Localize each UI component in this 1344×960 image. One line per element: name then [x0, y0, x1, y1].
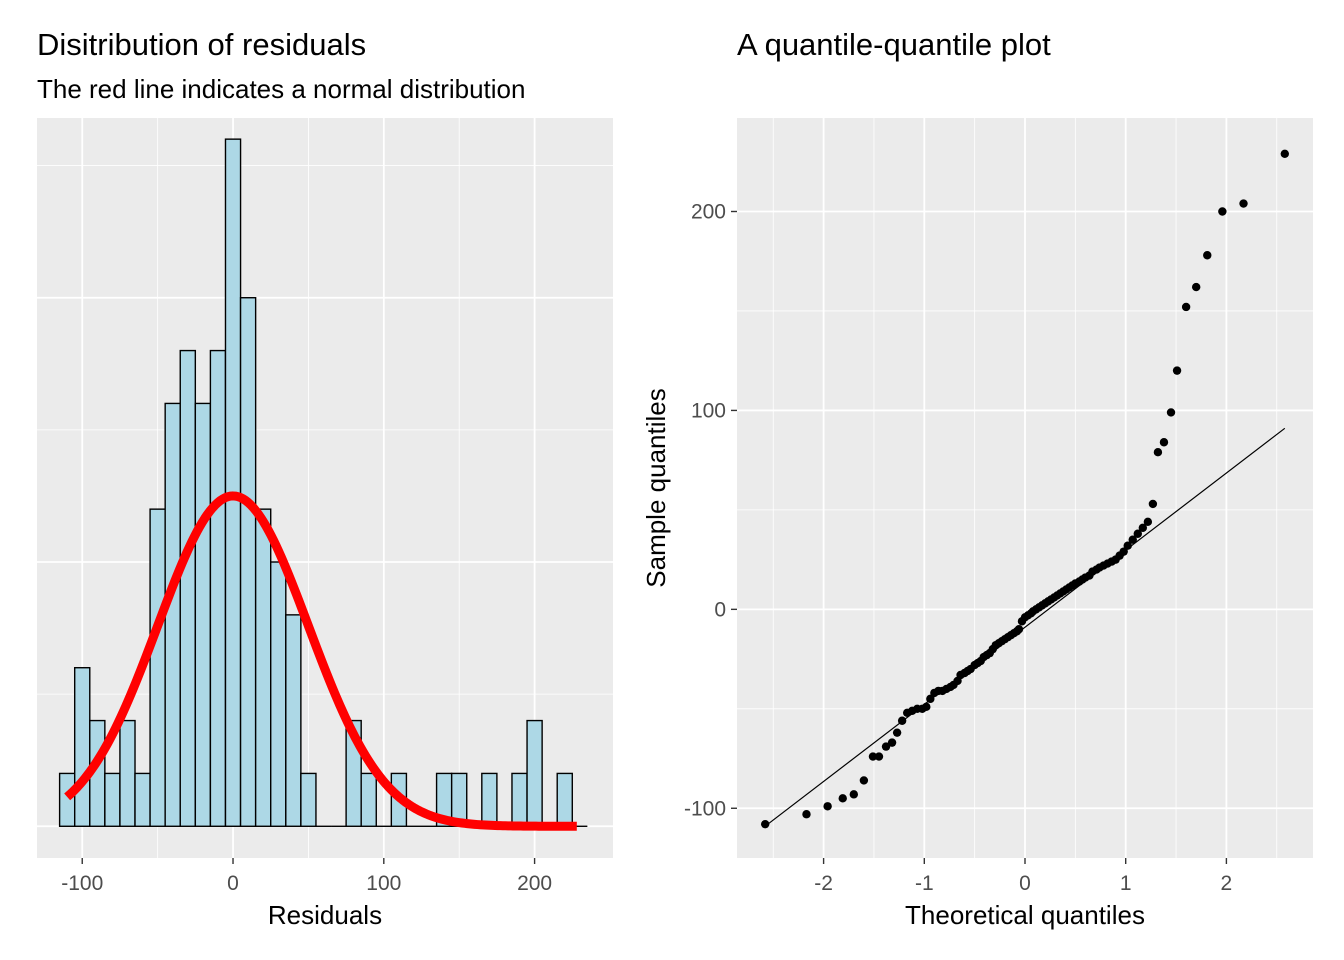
qq-point: [760, 819, 770, 829]
qq-point: [1014, 625, 1024, 634]
histogram-bar: [360, 772, 377, 827]
qq-point: [1123, 541, 1132, 550]
histogram-bar: [270, 561, 287, 827]
histogram-bar: [224, 138, 242, 827]
histogram-x-tick-label: -100: [61, 872, 103, 895]
qq-point: [922, 702, 931, 712]
qq-reference-line: [764, 427, 1286, 827]
qq-point: [1166, 408, 1176, 417]
qq-point: [849, 790, 859, 799]
histogram-bar: [300, 772, 317, 827]
histogram-x-tick-label: 200: [517, 872, 552, 895]
histogram-bar: [209, 349, 227, 827]
qq-point: [887, 738, 897, 747]
qq-point: [1172, 366, 1182, 375]
histogram-bar: [254, 508, 272, 827]
qq-point: [1153, 447, 1163, 457]
qq-point: [1128, 535, 1137, 544]
qq-y-tick-label: 100: [691, 399, 726, 422]
qq-point: [1119, 547, 1128, 556]
qq-point: [1133, 529, 1142, 538]
qq-point: [1138, 523, 1148, 532]
histogram-bar: [556, 772, 573, 827]
histogram-bar: [149, 508, 166, 827]
qq-y-tick-label: -100: [684, 797, 726, 820]
qq-point: [859, 776, 869, 785]
qq-point: [1143, 517, 1153, 527]
qq-point: [823, 802, 832, 811]
histogram-bar: [511, 772, 528, 827]
qq-point: [892, 728, 902, 737]
histogram-subtitle: The red line indicates a normal distribu…: [37, 74, 526, 104]
histogram-bar: [119, 719, 136, 827]
histogram-title: Disitribution of residuals: [37, 27, 367, 62]
histogram-bar: [73, 667, 91, 827]
histogram-bar: [58, 772, 76, 827]
qq-x-axis-label: Theoretical quantiles: [905, 900, 1145, 930]
qq-y-axis-label: Sample quantiles: [641, 388, 671, 587]
histogram-bar: [179, 349, 197, 827]
qq-y-tick-label: 200: [691, 200, 726, 223]
qq-point: [1181, 302, 1191, 312]
histogram-bar: [104, 772, 121, 827]
qq-title: A quantile-quantile plot: [737, 27, 1051, 62]
qq-x-tick-label: -1: [915, 872, 934, 895]
histogram-x-tick-label: 100: [366, 872, 401, 895]
qq-point: [868, 752, 878, 761]
qq-point: [1159, 438, 1169, 447]
qq-point: [1148, 499, 1158, 509]
qq-point: [1239, 199, 1248, 208]
qq-x-tick-label: 0: [1019, 872, 1031, 895]
qq-point: [1203, 251, 1212, 260]
histogram-bar: [526, 719, 543, 827]
histogram-bar: [481, 772, 498, 827]
qq-y-tick-label: 0: [714, 598, 726, 621]
histogram-bar: [285, 614, 302, 827]
qq-point: [838, 794, 847, 803]
histogram-bar: [194, 402, 212, 827]
qq-x-tick-label: -2: [814, 872, 833, 895]
normal-distribution-curve: [64, 491, 579, 831]
histogram-bar: [239, 297, 257, 827]
qq-point: [1280, 149, 1290, 159]
qq-point: [881, 742, 891, 751]
histogram-bar: [134, 772, 151, 827]
qq-point: [1191, 282, 1201, 292]
qq-point: [874, 752, 884, 761]
histogram-x-tick-label: 0: [227, 872, 239, 895]
histogram-x-axis-label: Residuals: [268, 900, 382, 930]
qq-point: [802, 810, 811, 819]
qq-point: [926, 694, 935, 704]
qq-x-tick-label: 1: [1120, 872, 1132, 895]
qq-point: [1218, 207, 1227, 216]
histogram-bar: [164, 402, 181, 827]
qq-x-tick-label: 2: [1221, 872, 1233, 895]
qq-point: [897, 716, 907, 725]
